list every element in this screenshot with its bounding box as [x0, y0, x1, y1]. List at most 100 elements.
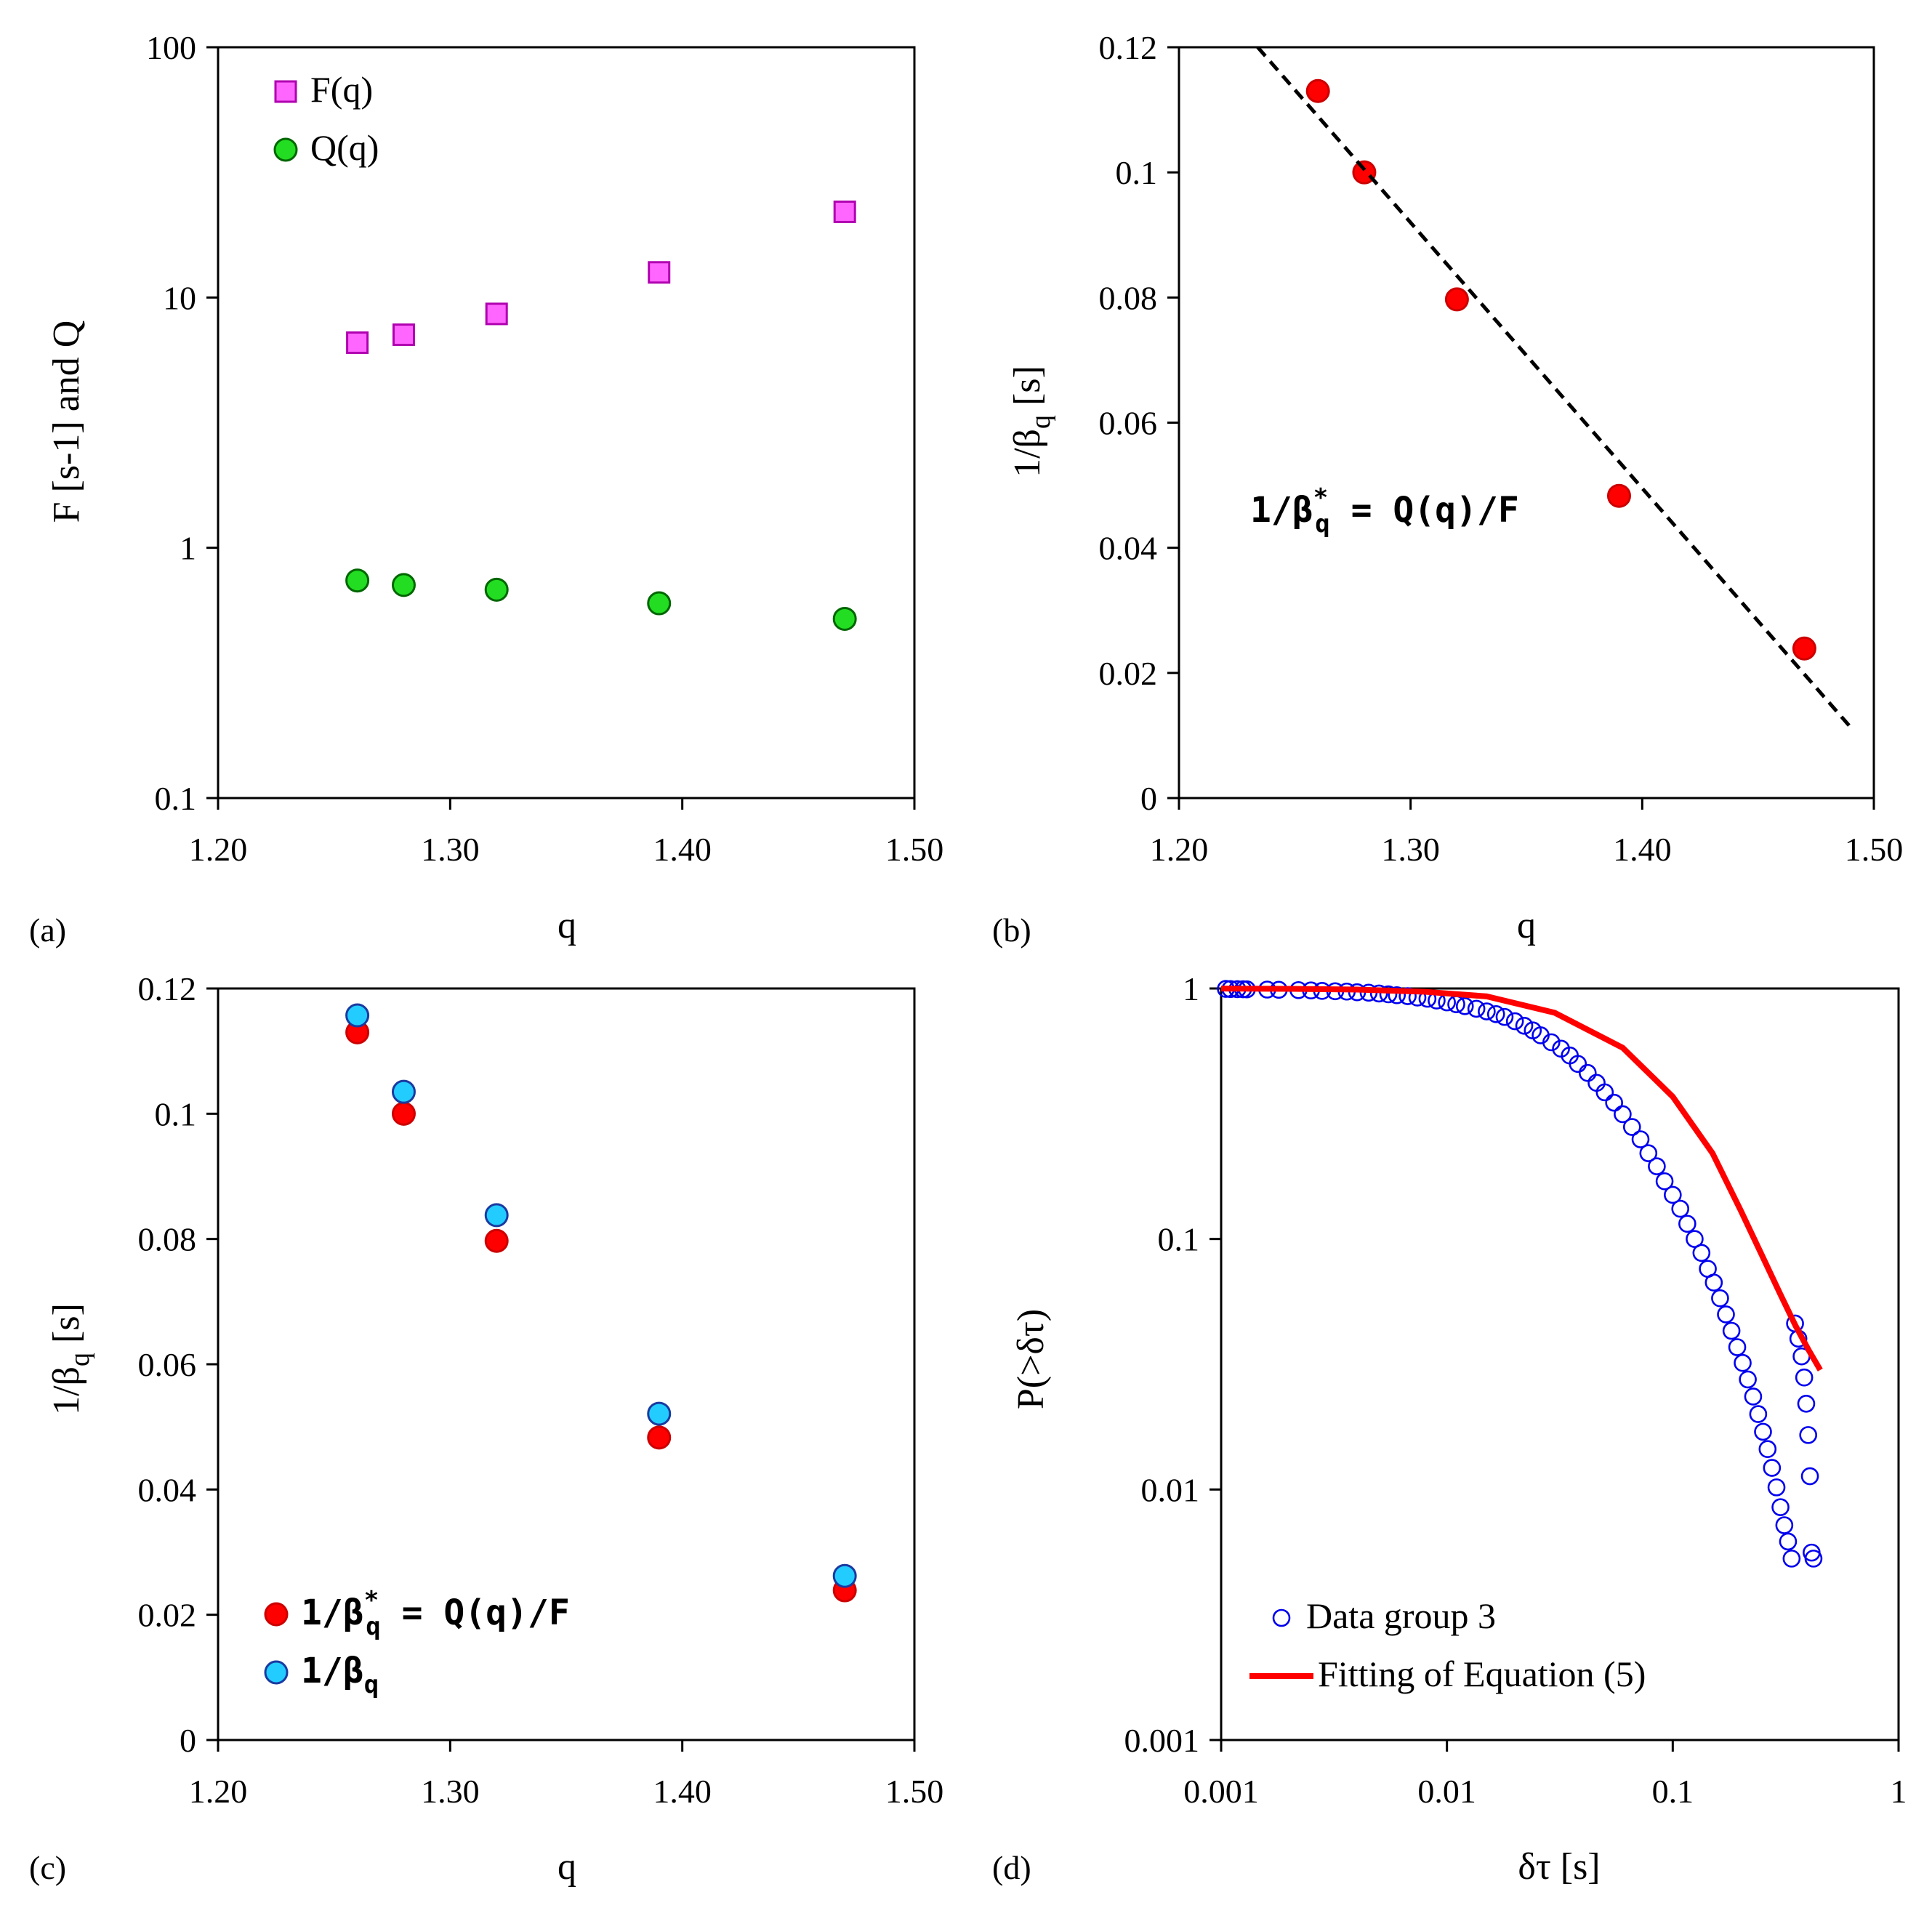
panel-label: (d)	[992, 1849, 1031, 1886]
x-axis-label: q	[558, 1846, 576, 1888]
legend-label-pre: 1/β	[301, 1592, 364, 1633]
legend-label-sub: q	[366, 1612, 380, 1641]
data-point	[1614, 1105, 1632, 1124]
data-point	[1379, 985, 1398, 1004]
y-axis-label: 1/βq [s]	[46, 1303, 95, 1415]
data-point	[484, 1228, 509, 1253]
data-point	[484, 577, 509, 602]
fit-line	[1220, 986, 1823, 1372]
legend-label-pre: 1/β	[301, 1651, 364, 1691]
y-tick-label: 1	[180, 530, 196, 567]
data-point	[1779, 1532, 1798, 1551]
panel-d: 0.001 0.01 0.1 1 0.001 0.01 0.1 1 δτ [s] P(>δτ) (d…	[992, 970, 1907, 1888]
data-point	[1369, 984, 1388, 1003]
data-point	[647, 1425, 672, 1450]
data-point	[1569, 1055, 1587, 1074]
x-tick-label: 1.50	[885, 1773, 944, 1810]
data-point	[1771, 1498, 1790, 1516]
data-point	[1631, 1130, 1650, 1148]
y-axis-label-main: 1/β	[1007, 429, 1048, 478]
legend-label: 1/β* q = Q(q)/F	[301, 1586, 570, 1641]
y-axis-label: F [s-1] and Q	[46, 321, 87, 523]
data-point	[484, 1203, 509, 1228]
legend-marker	[264, 1660, 289, 1685]
y-axis-label-main: 1/β	[46, 1366, 87, 1415]
y-tick-label: 0.1	[155, 780, 197, 817]
data-point	[1782, 1550, 1801, 1568]
y-tick-label: 0	[1140, 780, 1157, 817]
plot-frame	[1220, 987, 1900, 1741]
x-tick-label: 1.30	[421, 831, 480, 868]
panel-label: (c)	[29, 1849, 66, 1886]
legend-label-sup: *	[364, 1586, 379, 1615]
equation-annotation-pre: 1/β	[1250, 490, 1313, 531]
data-point	[1678, 1215, 1696, 1233]
y-tick-label: 0.04	[138, 1471, 197, 1508]
data-point	[1486, 1004, 1505, 1023]
data-point	[1744, 1388, 1763, 1406]
legend-marker	[273, 137, 298, 162]
data-point	[1455, 997, 1474, 1015]
x-tick-label: 1.20	[189, 831, 248, 868]
x-axis-label: q	[558, 905, 576, 946]
x-tick-label: 1.40	[653, 831, 712, 868]
data-point	[1795, 1368, 1814, 1387]
x-axis-label: q	[1517, 905, 1536, 946]
data-point	[1767, 1478, 1786, 1497]
data-point	[1804, 1550, 1823, 1568]
x-tick-label: 1	[1891, 1773, 1907, 1810]
y-tick-label: 0.06	[138, 1346, 197, 1383]
data-point	[1797, 1395, 1816, 1413]
panel-a: 1.20 1.30 1.40 1.50 0.1 1 10 100 q F [s-1] and Q (…	[29, 29, 943, 949]
x-tick-label: 0.1	[1652, 1773, 1694, 1810]
trend-line	[1256, 46, 1853, 729]
x-tick-label: 1.20	[189, 1773, 248, 1810]
x-tick-label: 1.50	[1845, 831, 1904, 868]
x-tick-label: 1.40	[653, 1773, 712, 1810]
data-point	[392, 323, 415, 347]
y-tick-label: 0.1	[1158, 1221, 1200, 1258]
y-tick-label: 0.12	[138, 970, 197, 1007]
data-point	[833, 200, 856, 223]
data-point	[1728, 1338, 1747, 1356]
data-point	[1749, 1405, 1768, 1423]
data-point	[1398, 987, 1417, 1005]
data-point	[1505, 1012, 1524, 1031]
x-tick-label: 1.20	[1150, 831, 1209, 868]
y-tick-label: 0.01	[1141, 1471, 1200, 1508]
y-tick-label: 1	[1183, 970, 1199, 1007]
y-tick-label: 0.1	[155, 1095, 197, 1132]
plot-frame	[217, 46, 916, 800]
y-tick-label: 0.02	[138, 1597, 197, 1634]
data-point	[1388, 986, 1406, 1004]
data-point	[1515, 1016, 1534, 1035]
data-point	[1739, 1370, 1757, 1389]
legend-label-sub: q	[364, 1670, 379, 1699]
data-point	[832, 1563, 857, 1588]
equation-annotation: 1/β* q = Q(q)/F	[1250, 483, 1519, 539]
x-tick-label: 1.50	[885, 831, 944, 868]
data-point	[1754, 1422, 1772, 1441]
data-point	[1734, 1353, 1752, 1372]
data-point	[1605, 1093, 1623, 1112]
data-point	[1648, 1157, 1666, 1176]
x-tick-label: 1.30	[1381, 831, 1440, 868]
x-tick-label: 1.40	[1613, 831, 1672, 868]
equation-annotation-sup: *	[1313, 483, 1328, 512]
data-point	[1606, 483, 1631, 508]
data-point	[1639, 1144, 1658, 1162]
data-point	[391, 1101, 416, 1126]
y-axis-label-sub: q	[65, 1353, 95, 1366]
data-point	[346, 331, 369, 354]
panel-b: 1.20 1.30 1.40 1.50 0 0.02 0.04 0.06 0.08 0.1 0.12…	[992, 29, 1903, 949]
panel-label: (a)	[29, 911, 66, 949]
data-point	[1595, 1083, 1614, 1102]
panel-c: 1.20 1.30 1.40 1.50 0 0.02 0.04 0.06 0.08 0.1 0.12…	[29, 970, 943, 1888]
data-point	[1664, 1185, 1682, 1204]
data-point	[1704, 1273, 1723, 1292]
plot-frame	[1178, 46, 1875, 800]
data-point	[1722, 1321, 1741, 1340]
data-point	[1686, 1230, 1704, 1248]
legend-label: Fitting of Equation (5)	[1318, 1654, 1646, 1694]
x-tick-label: 0.01	[1417, 1773, 1476, 1810]
